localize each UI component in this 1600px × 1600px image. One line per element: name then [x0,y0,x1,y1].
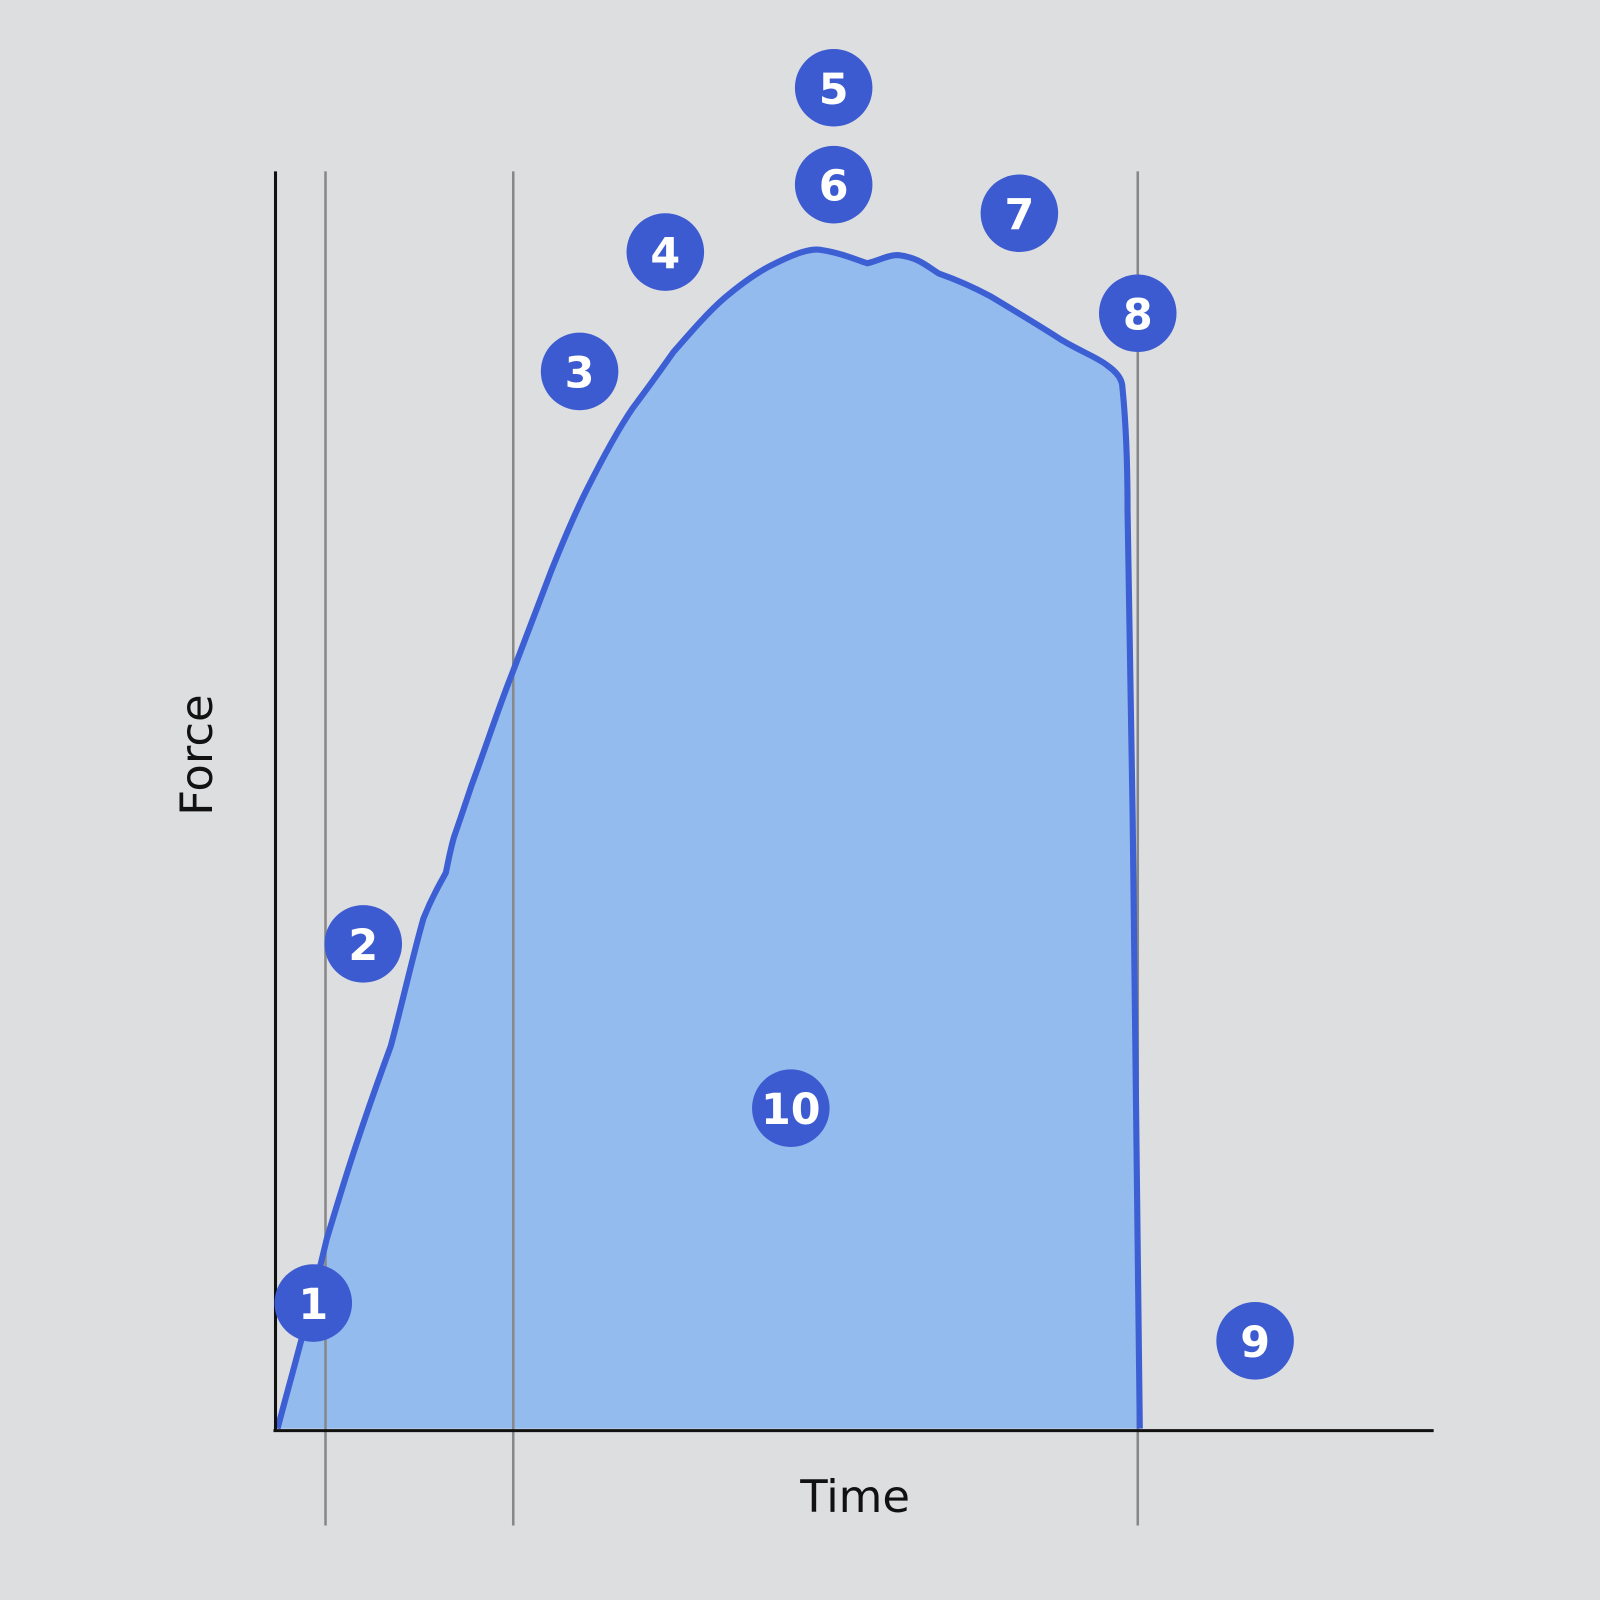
marker-circle [794,48,873,127]
marker-label: 1 [298,1280,328,1330]
marker-circle [540,332,619,411]
marker-label: 10 [761,1085,821,1135]
marker-label: 2 [348,921,378,971]
force-curve [274,246,1143,1430]
marker-circle [1216,1302,1294,1380]
marker-circle [324,905,403,983]
marker-circle [626,213,705,291]
marker-label: 4 [650,229,680,279]
x-axis-label: Time [799,1470,910,1523]
marker: 1 [274,1264,353,1342]
marker: 6 [794,145,873,224]
marker-label: 5 [819,65,849,115]
markers: 1 2 3 4 5 6 7 8 9 10 [274,48,1294,1380]
force-curve-area [277,250,1140,1429]
marker: 10 [752,1069,830,1147]
marker-circle [752,1069,830,1147]
marker-label: 8 [1123,290,1153,340]
marker-label: 7 [1004,190,1034,240]
marker-circle [794,145,873,224]
marker-circle [980,174,1059,253]
axes [273,171,1434,1433]
marker-label: 6 [819,162,849,212]
marker-label: 9 [1240,1318,1270,1368]
marker-circle [274,1264,353,1342]
marker: 3 [540,332,619,411]
marker: 5 [794,48,873,127]
marker: 4 [626,213,705,291]
marker: 8 [1098,274,1177,353]
marker: 9 [1216,1302,1294,1380]
y-axis-label: Force [170,694,223,815]
marker: 2 [324,905,403,983]
marker: 7 [980,174,1059,253]
marker-circle [1098,274,1177,353]
marker-label: 3 [565,348,595,398]
